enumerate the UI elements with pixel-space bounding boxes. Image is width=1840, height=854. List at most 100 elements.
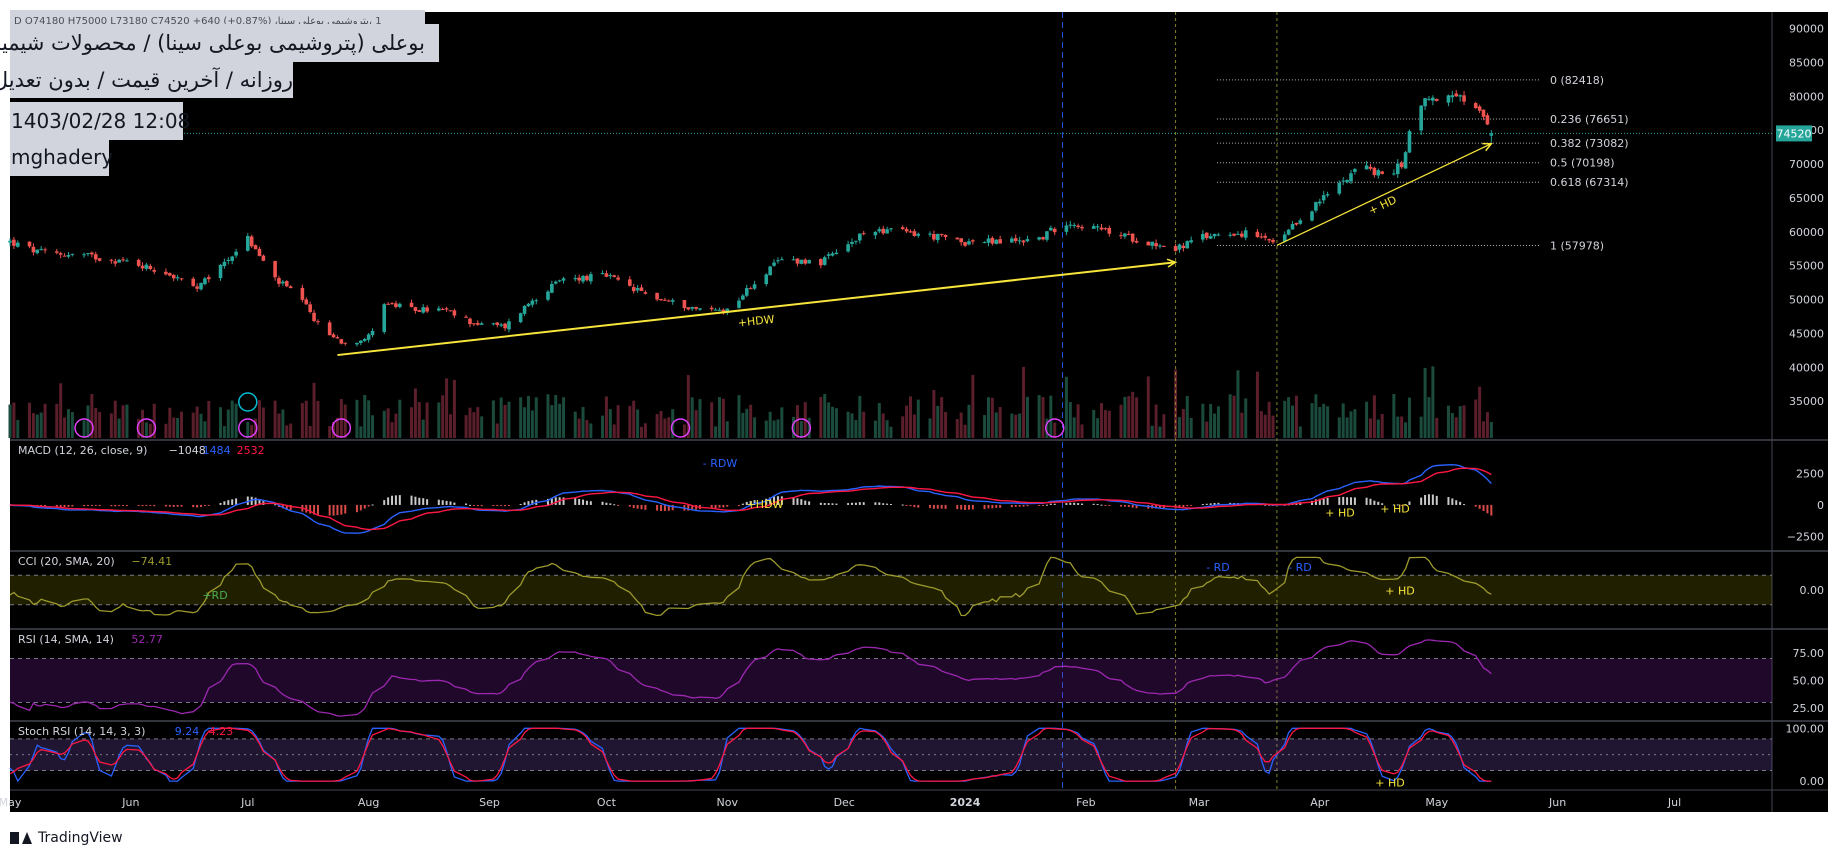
- candle-body: [444, 308, 449, 310]
- volume-bar: [905, 405, 909, 438]
- macd-histogram-bar: [422, 498, 425, 505]
- volume-bar: [745, 408, 749, 438]
- volume-bar: [1123, 396, 1127, 438]
- volume-bar: [476, 407, 480, 438]
- candle-body: [780, 259, 784, 261]
- macd-histogram-bar: [122, 504, 125, 506]
- candle-body: [639, 287, 644, 292]
- candle-body: [495, 322, 500, 325]
- macd-histogram-bar: [340, 504, 343, 515]
- indicator-legend-value: −1048: [169, 444, 206, 457]
- candle-body: [82, 254, 86, 256]
- volume-bar: [1205, 421, 1209, 438]
- indicator-legend: CCI (20, SMA, 20): [18, 555, 115, 568]
- volume-bar: [632, 400, 636, 438]
- macd-histogram-bar: [960, 504, 963, 510]
- macd-histogram-bar: [964, 504, 967, 511]
- volume-bar: [963, 424, 967, 438]
- macd-histogram-bar: [1478, 504, 1481, 509]
- macd-histogram-bar: [1463, 504, 1466, 506]
- candle-body: [203, 278, 207, 285]
- macd-histogram-bar: [465, 503, 468, 505]
- volume-bar: [1154, 404, 1158, 438]
- time-axis-tick: Aug: [358, 796, 379, 809]
- price-axis-tick: 60000: [1789, 226, 1824, 239]
- candle-body: [312, 312, 316, 322]
- macd-histogram-bar: [71, 504, 74, 507]
- volume-bar: [850, 413, 854, 438]
- time-axis-tick: Oct: [597, 796, 617, 809]
- macd-histogram-bar: [359, 504, 362, 511]
- volume-bar: [1482, 421, 1486, 438]
- candle-body: [971, 240, 975, 242]
- indicator-axis-tick: 0.00: [1800, 584, 1825, 597]
- macd-histogram-bar: [1123, 504, 1126, 507]
- macd-histogram-bar: [110, 504, 113, 507]
- volume-bar: [1150, 425, 1154, 438]
- candle-body: [904, 228, 909, 232]
- candle-body: [1208, 236, 1213, 239]
- volume-bar: [827, 402, 831, 438]
- macd-histogram-bar: [1104, 504, 1107, 506]
- volume-bar: [371, 415, 375, 438]
- macd-histogram-bar: [1326, 497, 1329, 505]
- volume-bar: [1396, 416, 1400, 438]
- event-marker-circle: [1044, 418, 1065, 438]
- candle-body: [616, 277, 620, 280]
- macd-histogram-bar: [991, 504, 994, 509]
- macd-histogram-bar: [1178, 504, 1181, 508]
- indicator-annotation: - RD: [1288, 561, 1312, 574]
- candle-body: [725, 308, 730, 313]
- indicator-axis-tick: 25.00: [1793, 702, 1825, 715]
- volume-bar: [908, 396, 912, 438]
- candle-body: [1314, 202, 1318, 211]
- candle-body: [935, 233, 940, 241]
- volume-bar: [113, 400, 117, 438]
- candle-body: [222, 261, 227, 267]
- macd-histogram-bar: [605, 502, 608, 505]
- candle-body: [70, 253, 75, 255]
- tradingview-branding[interactable]: TradingView: [10, 828, 123, 848]
- candle-body: [1392, 173, 1396, 175]
- candle-body: [1107, 228, 1112, 234]
- macd-histogram-bar: [145, 504, 148, 506]
- volume-bar: [445, 378, 449, 438]
- volume-bar: [1189, 417, 1193, 438]
- macd-histogram-bar: [1427, 494, 1430, 505]
- volume-bar: [612, 424, 616, 438]
- candle-body: [1091, 226, 1096, 229]
- macd-histogram-bar: [1283, 504, 1286, 506]
- volume-bar: [8, 404, 12, 438]
- candle-body: [31, 246, 36, 253]
- macd-histogram-bar: [55, 504, 58, 507]
- price-tag-label: 74520: [1777, 127, 1812, 140]
- candle-body: [1399, 162, 1404, 168]
- candle-body: [144, 264, 149, 269]
- candle-body: [475, 323, 480, 325]
- volume-bar: [86, 405, 90, 438]
- macd-histogram-bar: [336, 504, 339, 516]
- macd-line: [9, 463, 1492, 534]
- macd-histogram-bar: [1392, 504, 1395, 506]
- candle-body: [803, 259, 808, 264]
- volume-bar: [912, 414, 916, 438]
- candle-body: [881, 228, 886, 234]
- macd-histogram-bar: [196, 504, 199, 508]
- macd-histogram-bar: [1209, 503, 1212, 505]
- candle-body: [1255, 231, 1260, 237]
- candle-body: [819, 259, 823, 266]
- candle-body: [277, 278, 281, 284]
- candle-body: [339, 339, 344, 344]
- candle-body: [1236, 233, 1240, 235]
- volume-bar: [1041, 397, 1045, 438]
- volume-bar: [940, 397, 944, 438]
- volume-bar: [1380, 414, 1384, 438]
- volume-bar: [55, 403, 59, 438]
- symbol-info-line: 1 ،پتروشیمی بوعلی سینا، D O74180 H75000 …: [14, 16, 382, 27]
- candle-body: [66, 254, 71, 257]
- volume-bar: [98, 411, 102, 438]
- macd-histogram-bar: [827, 503, 830, 505]
- candle-body: [737, 300, 741, 308]
- macd-histogram-bar: [792, 496, 795, 505]
